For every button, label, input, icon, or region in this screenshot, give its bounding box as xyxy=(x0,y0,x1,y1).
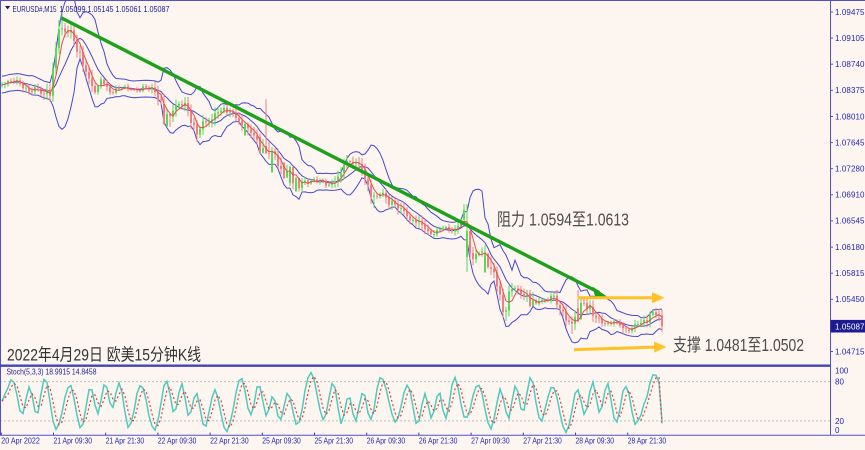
svg-text:22 Apr 21:30: 22 Apr 21:30 xyxy=(210,437,249,446)
svg-text:1.05087: 1.05087 xyxy=(835,323,865,332)
svg-text:2022年4月29日 欧美15分钟K线: 2022年4月29日 欧美15分钟K线 xyxy=(7,346,201,365)
svg-text:1.06180: 1.06180 xyxy=(835,243,865,252)
svg-text:27 Apr 09:30: 27 Apr 09:30 xyxy=(471,437,510,446)
svg-text:支撑 1.0481至1.0502: 支撑 1.0481至1.0502 xyxy=(673,335,804,355)
svg-text:1.05450: 1.05450 xyxy=(835,295,865,304)
svg-text:20: 20 xyxy=(835,417,844,426)
svg-text:28 Apr 21:30: 28 Apr 21:30 xyxy=(628,437,667,446)
svg-text:26 Apr 09:30: 26 Apr 09:30 xyxy=(367,437,406,446)
svg-text:1.08375: 1.08375 xyxy=(835,86,865,95)
svg-text:28 Apr 09:30: 28 Apr 09:30 xyxy=(576,437,615,446)
svg-text:25 Apr 21:30: 25 Apr 21:30 xyxy=(315,437,354,446)
svg-text:22 Apr 09:30: 22 Apr 09:30 xyxy=(158,437,197,446)
svg-text:EURUSD#,M15: EURUSD#,M15 xyxy=(13,4,57,14)
svg-text:20 Apr 2022: 20 Apr 2022 xyxy=(1,437,40,446)
svg-text:1.09105: 1.09105 xyxy=(835,34,865,43)
svg-text:1.05099 1.05145 1.05061 1.0508: 1.05099 1.05145 1.05061 1.05087 xyxy=(60,4,170,14)
svg-text:Stoch(5,3,3) 18.9915 14.8458: Stoch(5,3,3) 18.9915 14.8458 xyxy=(7,367,97,376)
svg-text:80: 80 xyxy=(835,378,844,387)
svg-text:1.06545: 1.06545 xyxy=(835,217,865,226)
svg-text:100: 100 xyxy=(835,367,849,376)
svg-text:21 Apr 21:30: 21 Apr 21:30 xyxy=(106,437,145,446)
svg-text:1.08010: 1.08010 xyxy=(835,112,865,121)
svg-text:1.07645: 1.07645 xyxy=(835,138,865,147)
svg-text:1.07280: 1.07280 xyxy=(835,165,865,174)
svg-text:27 Apr 21:30: 27 Apr 21:30 xyxy=(523,437,562,446)
svg-text:1.04715: 1.04715 xyxy=(835,347,865,356)
svg-text:阻力 1.0594至1.0613: 阻力 1.0594至1.0613 xyxy=(497,210,629,230)
svg-text:1.09475: 1.09475 xyxy=(835,8,865,17)
svg-text:21 Apr 09:30: 21 Apr 09:30 xyxy=(54,437,93,446)
svg-text:1.05815: 1.05815 xyxy=(835,269,865,278)
svg-text:0: 0 xyxy=(835,426,840,435)
svg-text:25 Apr 09:30: 25 Apr 09:30 xyxy=(262,437,301,446)
svg-text:1.06910: 1.06910 xyxy=(835,191,865,200)
svg-text:26 Apr 21:30: 26 Apr 21:30 xyxy=(419,437,458,446)
svg-text:1.08740: 1.08740 xyxy=(835,60,865,69)
